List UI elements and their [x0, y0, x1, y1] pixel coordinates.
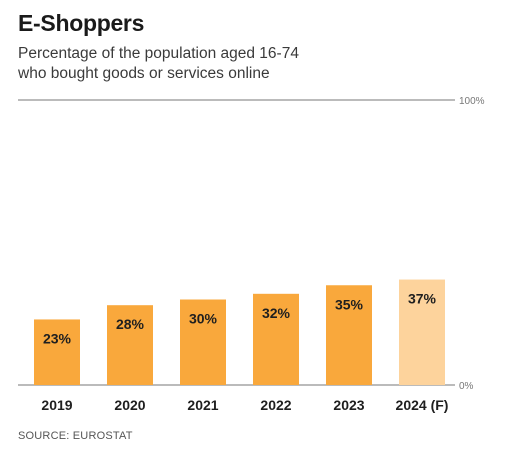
chart-title: E-Shoppers — [18, 10, 145, 36]
bar-value-label: 30% — [189, 311, 218, 327]
x-category-label: 2024 (F) — [396, 397, 449, 413]
bar-2019 — [34, 319, 80, 385]
chart-subtitle-line1: Percentage of the population aged 16-74 — [18, 45, 299, 62]
x-category-label: 2022 — [260, 397, 291, 413]
bar-value-label: 35% — [335, 296, 364, 312]
y-tick-label-bottom: 0% — [459, 381, 474, 392]
y-tick-label-top: 100% — [459, 96, 485, 107]
x-category-label: 2019 — [41, 397, 72, 413]
bar-value-label: 37% — [408, 291, 437, 307]
bar-value-label: 23% — [43, 330, 72, 346]
x-category-label: 2021 — [187, 397, 218, 413]
bar-value-label: 28% — [116, 316, 145, 332]
bar-2020 — [107, 305, 153, 385]
bar-value-label: 32% — [262, 305, 291, 321]
x-category-label: 2020 — [114, 397, 145, 413]
bar-2022 — [253, 293, 299, 385]
bar-2023 — [326, 285, 372, 385]
bar-2024-F — [399, 279, 445, 385]
chart-subtitle: Percentage of the population aged 16-74 … — [18, 44, 458, 84]
x-category-label: 2023 — [333, 397, 364, 413]
source-note: SOURCE: EUROSTAT — [18, 430, 133, 442]
chart-subtitle-line2: who bought goods or services online — [18, 65, 270, 82]
bar-2021 — [180, 299, 226, 385]
